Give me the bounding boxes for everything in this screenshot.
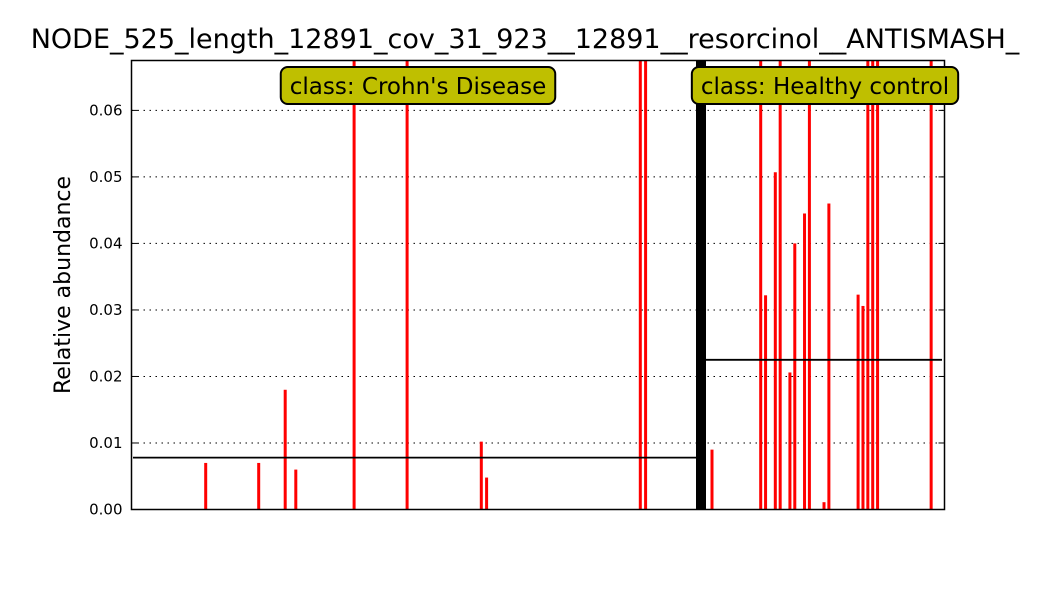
bars-layer	[204, 60, 933, 510]
bar	[827, 203, 831, 510]
bar	[759, 60, 763, 510]
bar	[788, 372, 792, 510]
bar	[294, 469, 298, 510]
bar	[876, 60, 880, 510]
y-tick-label: 0.05	[89, 168, 122, 186]
bar	[861, 305, 865, 510]
bar	[778, 60, 782, 510]
bar	[257, 462, 261, 510]
group-separator	[696, 60, 706, 510]
class-label-bg	[279, 66, 557, 105]
y-tick-label: 0.04	[89, 234, 122, 252]
y-tick-label: 0.02	[89, 367, 122, 385]
bar	[822, 502, 826, 510]
bar	[856, 294, 860, 510]
grid-layer	[131, 109, 945, 444]
y-tick-label: 0.06	[89, 101, 122, 119]
bar	[803, 213, 807, 510]
y-tick-label: 0.00	[89, 501, 122, 519]
y-tick-label: 0.01	[89, 434, 122, 452]
class-label-box: class: Healthy control	[690, 66, 960, 105]
bar	[871, 60, 875, 510]
bar	[405, 60, 409, 510]
plot-frame	[130, 59, 946, 511]
bar	[479, 441, 483, 510]
bar	[710, 449, 714, 510]
chart-title: NODE_525_length_12891_cov_31_923__12891_…	[30, 24, 1020, 55]
class-label-box: class: Crohn's Disease	[279, 66, 557, 105]
mean-lines-layer	[133, 60, 942, 510]
bar	[929, 60, 933, 510]
class-boxes-layer: class: Crohn's Disease class: Healthy con…	[279, 66, 960, 105]
bar	[485, 477, 489, 510]
y-tick-label: 0.03	[89, 301, 122, 319]
y-ticks-layer: 0.00 0.01 0.02 0.03 0.04 0.05 0.06	[89, 101, 945, 519]
class-label-text: class: Crohn's Disease	[290, 74, 546, 100]
bar	[283, 389, 287, 510]
bar	[807, 60, 811, 510]
bar	[644, 60, 648, 510]
bar	[773, 172, 777, 510]
bar	[352, 60, 356, 510]
class-label-bg	[690, 66, 960, 105]
class-label-text: class: Healthy control	[701, 74, 949, 100]
bar	[793, 243, 797, 510]
bar	[204, 462, 208, 510]
bar	[764, 295, 768, 510]
bar	[866, 60, 870, 510]
bar	[638, 60, 642, 510]
y-axis-label: Relative abundance	[51, 176, 76, 394]
